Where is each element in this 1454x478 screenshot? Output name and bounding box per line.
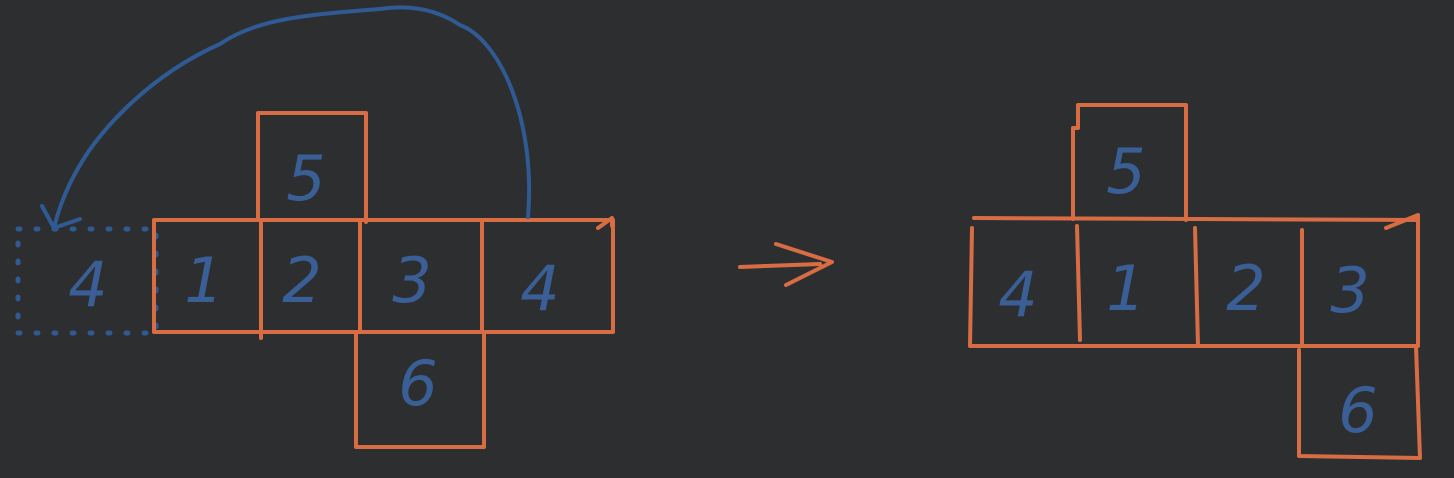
left-row-face-label-3: 3	[392, 244, 431, 317]
left-row-outline	[152, 218, 615, 334]
right-net: 5 4 1 2 3 6	[968, 103, 1422, 460]
left-top-face-label: 5	[286, 142, 325, 215]
left-row-corner-tick	[596, 216, 614, 230]
left-row-face-label-4: 4	[520, 252, 559, 325]
left-row-face-label-2: 2	[282, 244, 321, 317]
right-top-face-label: 5	[1106, 135, 1145, 208]
right-row-divider-2	[1193, 226, 1200, 348]
right-top-face-outline	[1071, 103, 1188, 222]
right-row-top-edge	[972, 216, 1420, 222]
right-row-divider-1	[1075, 224, 1082, 342]
right-row-face-label-1: 4	[998, 258, 1037, 331]
relocate-face-arrowhead	[40, 204, 82, 230]
arrow-right-icon	[738, 242, 834, 287]
left-row-face-label-1: 1	[184, 244, 223, 317]
left-bottom-face-label: 6	[398, 347, 437, 420]
right-bottom-face-label: 6	[1338, 374, 1377, 447]
right-bottom-face-outline	[1297, 344, 1422, 460]
right-row-face-label-3: 2	[1226, 252, 1265, 325]
left-ghost-face-outline	[15, 226, 159, 336]
left-ghost-face-label: 4	[68, 248, 107, 321]
left-bottom-face-outline	[354, 330, 486, 449]
right-row-face-label-2: 1	[1106, 252, 1145, 325]
left-top-face-outline	[256, 111, 368, 224]
left-net: 4 5 1 2 3 4 6	[15, 5, 615, 449]
relocate-face-curved-arrow	[53, 5, 532, 226]
right-row-face-label-4: 3	[1330, 254, 1369, 327]
